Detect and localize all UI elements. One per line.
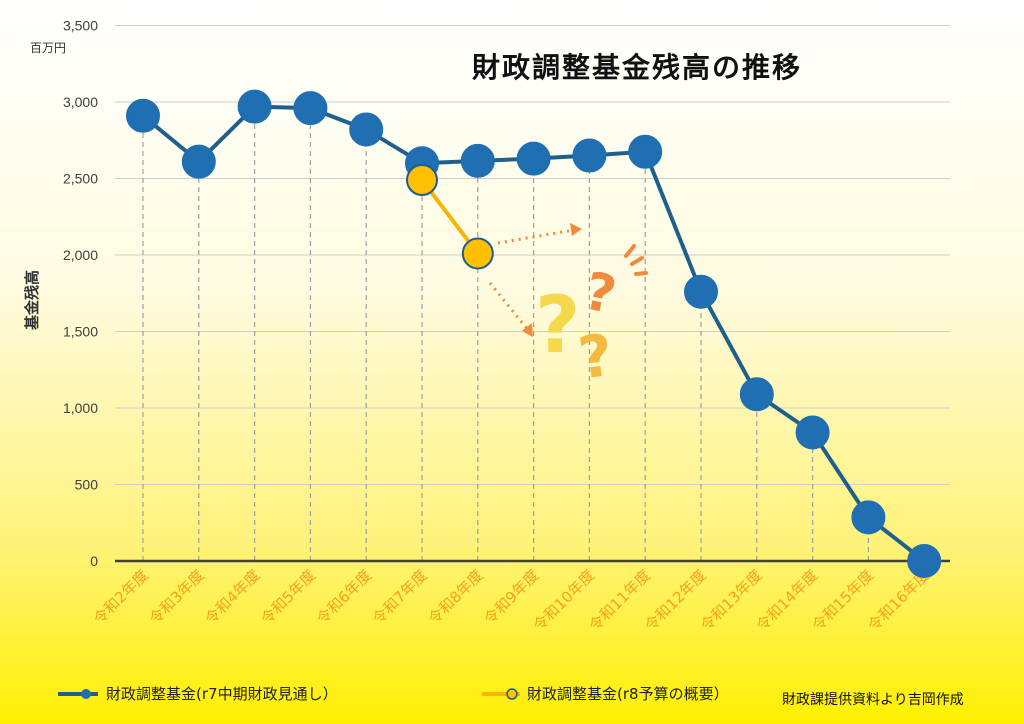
y-tick-label: 1,500 [63,324,98,340]
x-axis-ticks: 令和2年度令和3年度令和4年度令和5年度令和6年度令和7年度令和8年度令和9年度… [90,566,933,635]
x-tick-label: 令和7年度 [369,566,431,628]
x-tick-label: 令和2年度 [90,566,152,628]
data-point [684,274,718,309]
legend-item-budget: 財政調整基金(r8予算の概要） [527,685,729,703]
emphasis-mark-icon [634,271,648,276]
x-tick-label: 令和3年度 [146,566,208,628]
data-point [293,91,328,126]
series-group [126,89,942,578]
emphasis-mark-icon [630,256,644,266]
annotation-group: ? ? ? [488,223,648,393]
data-point [461,237,494,270]
y-tick-label: 3,500 [63,18,98,34]
y-tick-label: 0 [90,553,98,569]
legend-marker-icon [506,688,518,700]
x-tick-label: 令和5年度 [257,566,319,628]
question-mark-icon: ? [579,261,621,326]
data-point [460,143,495,178]
y-tick-label: 500 [75,477,99,493]
data-point [349,112,384,147]
legend-marker-icon [81,689,91,699]
series-forecast [126,89,942,578]
legend: 財政調整基金(r7中期財政見通し） 財政調整基金(r8予算の概要） [58,685,729,703]
y-tick-label: 1,000 [63,400,98,416]
y-axis-ticks: 0 500 1,000 1,500 2,000 2,500 3,000 3,500 [63,18,98,570]
y-tick-label: 3,000 [63,94,98,110]
data-point [516,141,551,176]
x-tick-label: 令和8年度 [425,566,487,628]
dotted-arrow-icon [497,228,575,245]
dotted-arrow-icon [488,282,530,331]
x-tick-label: 令和4年度 [202,566,264,628]
data-point [181,144,216,179]
data-point [572,138,607,173]
unit-label: 百万円 [30,41,66,55]
data-point [795,415,830,450]
y-tick-label: 2,000 [63,247,98,263]
y-tick-label: 2,500 [63,171,98,187]
chart-title: 財政調整基金残高の推移 [472,51,802,84]
series-budget [406,164,494,270]
question-mark-icon: ? [535,281,580,371]
x-tick-label: 令和6年度 [313,566,375,628]
data-point [739,377,774,412]
data-point [907,544,942,578]
data-point [406,164,438,197]
data-point [126,98,160,133]
y-axis-label: 基金残高 [23,270,41,331]
data-point [628,134,663,169]
data-point [851,500,886,535]
legend-item-forecast: 財政調整基金(r7中期財政見通し） [106,685,338,703]
data-point [237,89,272,124]
emphasis-mark-icon [624,244,636,258]
arrow-head-icon [522,323,533,337]
arrow-head-icon [570,223,582,236]
source-note: 財政課提供資料より吉岡作成 [782,692,964,708]
